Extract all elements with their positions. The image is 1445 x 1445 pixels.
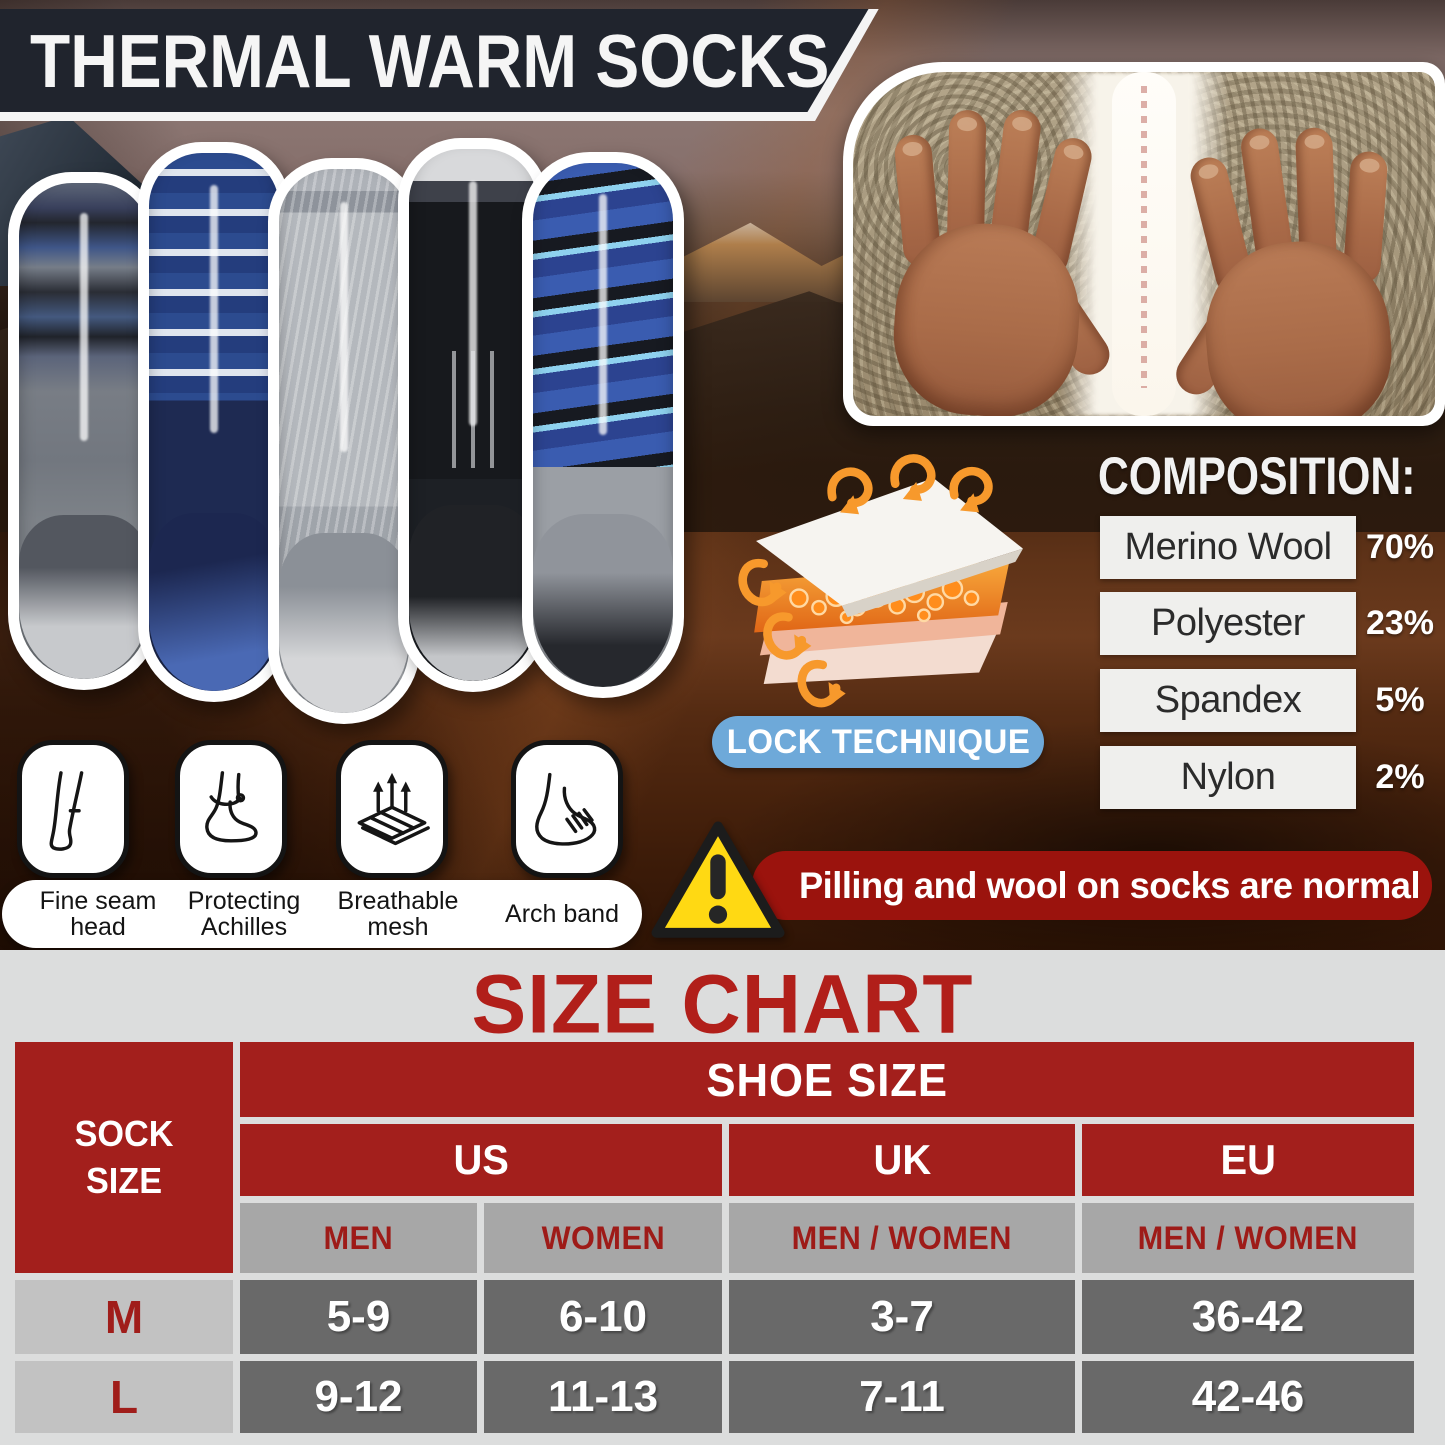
composition-material: Spandex	[1100, 669, 1356, 732]
feature-label: Breathable mesh	[337, 886, 459, 941]
title-banner: THERMAL WARM SOCKS	[0, 9, 869, 112]
row-l-eu: 42-46	[1082, 1361, 1414, 1433]
row-l-uk: 7-11	[729, 1361, 1075, 1433]
feature-labels-pill: Fine seam head Protecting Achilles Breat…	[2, 880, 642, 948]
achilles-protection-icon	[175, 740, 287, 878]
warning-text: Pilling and wool on socks are normal	[799, 864, 1421, 906]
composition-percent: 5%	[1375, 681, 1425, 719]
sock-pair-navy-striped	[138, 142, 290, 702]
arch-band-icon	[511, 740, 623, 878]
shoe-size-header-cell: SHOE SIZE	[240, 1042, 1414, 1117]
row-l-us-women: 11-13	[484, 1361, 722, 1433]
region-header-uk: UK	[729, 1124, 1075, 1196]
warning-banner: Pilling and wool on socks are normal	[752, 851, 1432, 920]
sock-pair-light-gray	[268, 158, 420, 724]
sub-header-men-women-uk: MEN / WOMEN	[729, 1203, 1075, 1273]
mountain-background: THERMAL WARM SOCKS	[0, 0, 1445, 950]
composition-percent: 23%	[1365, 604, 1435, 642]
sock-pair-gray-blue	[8, 172, 160, 690]
composition-row: Nylon 2%	[1100, 746, 1445, 809]
row-m-eu: 36-42	[1082, 1280, 1414, 1354]
sub-header-men: MEN	[240, 1203, 477, 1273]
composition-row: Merino Wool 70%	[1100, 516, 1445, 579]
composition-percent: 70%	[1365, 528, 1435, 566]
lock-technique-label: LOCK TECHNIQUE	[726, 722, 1030, 761]
row-m-us-women: 6-10	[484, 1280, 722, 1354]
size-chart-section: SIZE CHART SOCK SIZE SHOE SIZE US UK EU …	[0, 950, 1445, 1445]
warning-triangle-icon	[651, 821, 785, 938]
feature-label: Fine seam head	[39, 886, 157, 941]
size-chart-title: SIZE CHART	[471, 958, 974, 1051]
breathable-mesh-icon	[336, 740, 448, 878]
sheep-fleece-texture	[853, 72, 1435, 416]
sub-header-men-women-eu: MEN / WOMEN	[1082, 1203, 1414, 1273]
wool-hands-photo	[843, 62, 1445, 426]
left-hand	[880, 99, 1118, 416]
row-l-us-men: 9-12	[240, 1361, 477, 1433]
row-m-size: M	[15, 1280, 233, 1354]
fleece-seam	[1141, 85, 1147, 389]
sub-header-women: WOMEN	[484, 1203, 722, 1273]
composition-row: Polyester 23%	[1100, 592, 1445, 655]
composition-row: Spandex 5%	[1100, 669, 1445, 732]
feature-label: Protecting Achilles	[187, 886, 301, 941]
composition-material: Merino Wool	[1100, 516, 1356, 579]
page-title: THERMAL WARM SOCKS	[30, 18, 830, 103]
row-m-us-men: 5-9	[240, 1280, 477, 1354]
sock-size-header-cell: SOCK SIZE	[15, 1042, 233, 1273]
sock-pair-blue-striped	[522, 152, 684, 698]
region-header-eu: EU	[1082, 1124, 1414, 1196]
feature-label: Arch band	[505, 899, 619, 928]
composition-material: Polyester	[1100, 592, 1356, 655]
socks-photo-sticker	[8, 132, 700, 724]
size-chart-table: SOCK SIZE SHOE SIZE US UK EU MEN WOMEN M…	[15, 1042, 1414, 1433]
thermal-layers-illustration	[738, 454, 1023, 708]
lock-technique-pill: LOCK TECHNIQUE	[712, 716, 1044, 768]
row-m-uk: 3-7	[729, 1280, 1075, 1354]
right-hand	[1168, 116, 1406, 416]
composition-material: Nylon	[1100, 746, 1356, 809]
row-l-size: L	[15, 1361, 233, 1433]
leg-seam-icon	[17, 740, 129, 878]
composition-title: COMPOSITION:	[1098, 447, 1416, 507]
composition-percent: 2%	[1375, 758, 1425, 796]
region-header-us: US	[240, 1124, 722, 1196]
